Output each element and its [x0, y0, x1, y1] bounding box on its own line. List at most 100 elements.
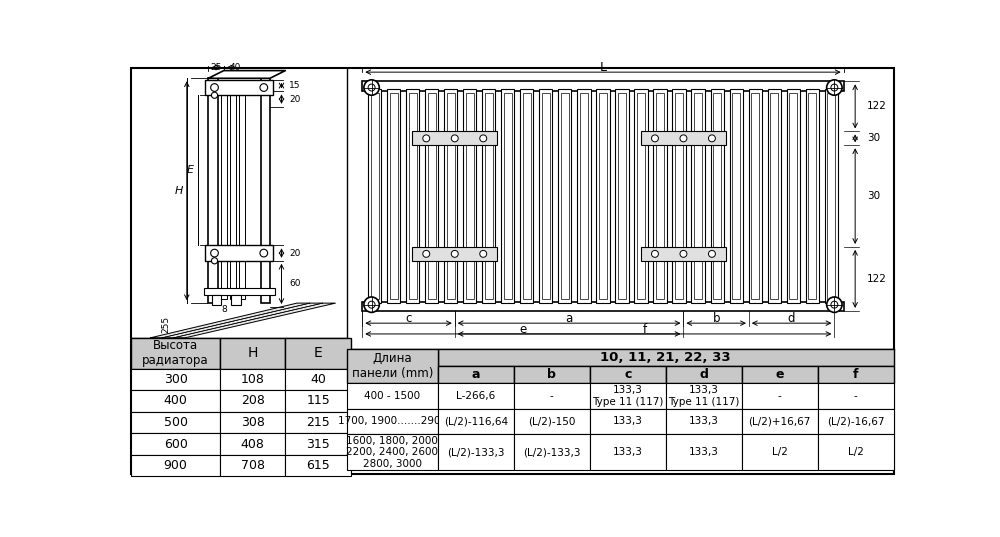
- Bar: [362, 82, 844, 91]
- Bar: [590, 434, 666, 470]
- Bar: [438, 409, 514, 434]
- Bar: [205, 80, 273, 95]
- Bar: [425, 89, 438, 303]
- Circle shape: [260, 84, 268, 91]
- Text: 15: 15: [289, 82, 301, 91]
- Circle shape: [451, 250, 458, 257]
- Bar: [751, 93, 759, 299]
- Bar: [818, 366, 894, 383]
- Bar: [666, 366, 742, 383]
- Text: L/2: L/2: [772, 447, 788, 457]
- Text: e: e: [519, 323, 527, 336]
- Text: 30: 30: [867, 133, 880, 143]
- Text: 255: 255: [162, 316, 170, 333]
- Text: 122: 122: [867, 274, 887, 284]
- Text: f: f: [642, 323, 647, 336]
- Bar: [466, 93, 474, 299]
- Bar: [438, 366, 514, 383]
- Text: H: H: [175, 186, 183, 195]
- Text: -: -: [778, 391, 782, 401]
- Bar: [220, 455, 285, 476]
- Bar: [577, 89, 591, 303]
- Text: 10, 11, 21, 22, 33: 10, 11, 21, 22, 33: [600, 351, 731, 364]
- Text: 133,3: 133,3: [613, 447, 643, 457]
- Bar: [285, 433, 351, 455]
- Bar: [808, 93, 816, 299]
- Text: 400 - 1500: 400 - 1500: [364, 391, 420, 401]
- Bar: [504, 93, 512, 299]
- Bar: [641, 247, 726, 261]
- Bar: [818, 434, 894, 470]
- Bar: [220, 433, 285, 455]
- Bar: [131, 368, 220, 390]
- Bar: [634, 89, 648, 303]
- Circle shape: [827, 297, 842, 313]
- Bar: [131, 412, 220, 433]
- Text: 40: 40: [230, 63, 241, 72]
- Bar: [231, 295, 241, 304]
- Text: b: b: [712, 312, 720, 325]
- Bar: [205, 245, 273, 261]
- Circle shape: [480, 250, 487, 257]
- Bar: [444, 89, 457, 303]
- Bar: [347, 409, 438, 434]
- Text: 300: 300: [164, 373, 188, 386]
- Circle shape: [708, 250, 715, 257]
- Circle shape: [211, 92, 218, 98]
- Bar: [590, 383, 666, 409]
- Bar: [412, 247, 497, 261]
- Bar: [672, 89, 686, 303]
- Text: (L/2)-133,3: (L/2)-133,3: [523, 447, 581, 457]
- Bar: [539, 89, 552, 303]
- Circle shape: [368, 301, 375, 308]
- Circle shape: [651, 135, 658, 142]
- Text: E: E: [187, 165, 194, 175]
- Text: 600: 600: [164, 438, 188, 451]
- Bar: [615, 89, 629, 303]
- Text: E: E: [314, 346, 322, 360]
- Text: 133,3: 133,3: [613, 416, 643, 426]
- Text: 133,3: 133,3: [689, 447, 719, 457]
- Text: 20: 20: [289, 249, 301, 258]
- Bar: [789, 93, 797, 299]
- Bar: [438, 383, 514, 409]
- Bar: [523, 93, 531, 299]
- Circle shape: [651, 250, 658, 257]
- Bar: [501, 89, 514, 303]
- Text: b: b: [547, 368, 556, 381]
- Text: d: d: [699, 368, 708, 381]
- Bar: [768, 89, 781, 303]
- Bar: [428, 93, 436, 299]
- Text: 115: 115: [306, 395, 330, 408]
- Bar: [580, 93, 588, 299]
- Bar: [285, 390, 351, 412]
- Text: 30: 30: [867, 191, 880, 201]
- Bar: [285, 368, 351, 390]
- Bar: [787, 89, 800, 303]
- Bar: [666, 434, 742, 470]
- Circle shape: [480, 135, 487, 142]
- Text: 133,3
Type 11 (117): 133,3 Type 11 (117): [592, 385, 663, 407]
- Bar: [204, 288, 275, 295]
- Text: d: d: [788, 312, 795, 325]
- Bar: [285, 455, 351, 476]
- Circle shape: [368, 84, 375, 91]
- Text: 400: 400: [164, 395, 188, 408]
- Text: (L/2)-133,3: (L/2)-133,3: [447, 447, 505, 457]
- Bar: [485, 93, 493, 299]
- Text: H: H: [247, 346, 258, 360]
- Text: e: e: [775, 368, 784, 381]
- Bar: [463, 89, 476, 303]
- Text: 1600, 1800, 2000
2200, 2400, 2600
2800, 3000: 1600, 1800, 2000 2200, 2400, 2600 2800, …: [346, 436, 438, 469]
- Text: 315: 315: [306, 438, 330, 451]
- Bar: [447, 93, 455, 299]
- Bar: [412, 132, 497, 146]
- Bar: [347, 383, 438, 409]
- Text: c: c: [405, 312, 412, 325]
- Bar: [390, 93, 398, 299]
- Bar: [347, 350, 438, 383]
- Bar: [514, 383, 590, 409]
- Bar: [514, 409, 590, 434]
- Bar: [208, 78, 218, 303]
- Bar: [212, 295, 221, 304]
